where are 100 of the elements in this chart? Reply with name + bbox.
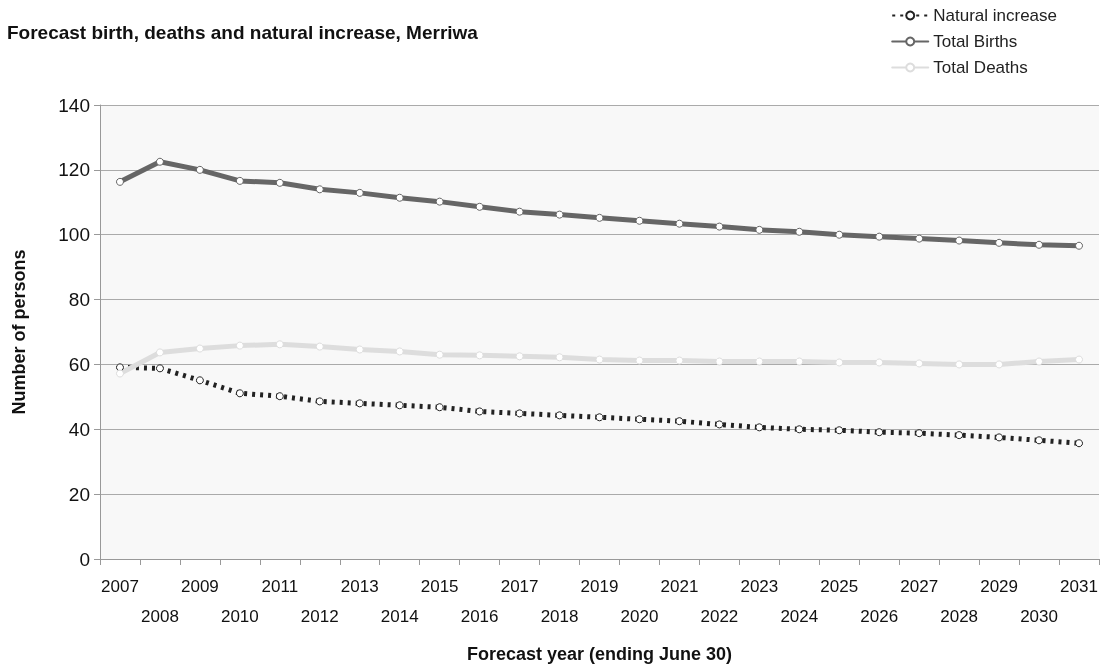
- point: [755, 357, 764, 366]
- y-tick-label: 20: [68, 483, 90, 505]
- x-tick-label: 2026: [860, 606, 899, 626]
- point: [915, 359, 924, 368]
- x-tick-label: 2011: [261, 576, 299, 596]
- y-tick-label: 0: [79, 548, 90, 570]
- x-tick-label: 2008: [141, 606, 179, 626]
- x-tick-label: 2017: [500, 576, 539, 596]
- point: [315, 185, 324, 194]
- y-tick-label: 80: [68, 289, 90, 311]
- x-tick-label: 2018: [540, 606, 579, 626]
- point: [355, 345, 364, 354]
- point: [675, 219, 684, 228]
- x-tick-label: 2012: [300, 606, 339, 626]
- x-tick-label: 2007: [101, 576, 139, 596]
- point: [515, 352, 524, 361]
- point: [475, 407, 484, 416]
- point: [995, 238, 1004, 247]
- point: [155, 348, 164, 357]
- point: [795, 425, 804, 434]
- x-tick-label: 2030: [1020, 606, 1058, 626]
- chart-title: Forecast birth, deaths and natural increase, Merriwa: [7, 22, 479, 43]
- point: [155, 157, 164, 166]
- x-tick-label: 2025: [820, 576, 859, 596]
- point: [915, 234, 924, 243]
- x-axis-title: Forecast year (ending June 30): [466, 644, 733, 664]
- point: [955, 431, 964, 440]
- point: [875, 358, 884, 367]
- x-tick-label: 2019: [580, 576, 619, 596]
- point: [435, 350, 444, 359]
- x-tick-label: 2013: [340, 576, 379, 596]
- point: [475, 351, 484, 360]
- point: [1035, 240, 1044, 249]
- point: [635, 356, 644, 365]
- x-tick-label: 2021: [660, 576, 699, 596]
- x-tick-label: 2023: [740, 576, 779, 596]
- point: [275, 392, 284, 401]
- y-tick-label: 60: [68, 353, 90, 375]
- legend-label: Total Births: [933, 32, 1018, 51]
- point: [555, 210, 564, 219]
- point: [115, 177, 124, 186]
- point: [395, 347, 404, 356]
- x-tick-label: 2014: [380, 606, 419, 626]
- x-tick-label: 2031: [1060, 576, 1098, 596]
- point: [155, 364, 164, 373]
- y-tick-label: 120: [58, 159, 90, 181]
- x-tick-label: 2024: [780, 606, 819, 626]
- point: [835, 230, 844, 239]
- point: [235, 176, 244, 185]
- point: [715, 222, 724, 231]
- point: [315, 397, 324, 406]
- point: [595, 213, 604, 222]
- y-tick-label: 140: [58, 94, 90, 116]
- point: [515, 409, 524, 418]
- x-tick-label: 2022: [700, 606, 739, 626]
- point: [195, 165, 204, 174]
- point: [715, 420, 724, 429]
- x-tick-label: 2009: [180, 576, 219, 596]
- point: [635, 415, 644, 424]
- point: [275, 178, 284, 187]
- x-tick-label: 2010: [220, 606, 259, 626]
- point: [435, 403, 444, 412]
- point: [795, 227, 804, 236]
- point: [395, 193, 404, 202]
- point: [1075, 439, 1084, 448]
- point: [555, 353, 564, 362]
- point: [1035, 436, 1044, 445]
- point: [875, 428, 884, 437]
- point: [435, 197, 444, 206]
- legend-label: Total Deaths: [933, 58, 1028, 77]
- point: [755, 225, 764, 234]
- point: [755, 423, 764, 432]
- point: [1075, 241, 1084, 250]
- x-tick-label: 2016: [460, 606, 499, 626]
- point: [835, 426, 844, 435]
- x-tick-label: 2027: [900, 576, 939, 596]
- point: [555, 411, 564, 420]
- x-tick-label: 2029: [980, 576, 1019, 596]
- point: [115, 369, 124, 378]
- x-tick-label: 2020: [620, 606, 659, 626]
- point: [675, 417, 684, 426]
- y-tick-label: 100: [58, 224, 90, 246]
- point: [475, 202, 484, 211]
- point: [955, 236, 964, 245]
- x-tick-label: 2028: [940, 606, 979, 626]
- point: [355, 399, 364, 408]
- x-tick-label: 2015: [420, 576, 459, 596]
- point: [995, 433, 1004, 442]
- point: [795, 357, 804, 366]
- y-tick-label: 40: [68, 418, 90, 440]
- point: [1075, 355, 1084, 364]
- point: [715, 357, 724, 366]
- point: [595, 413, 604, 422]
- point: [915, 429, 924, 438]
- y-axis-title: Number of persons: [9, 249, 29, 415]
- point: [675, 356, 684, 365]
- point: [835, 358, 844, 367]
- point: [595, 355, 604, 364]
- point: [275, 340, 284, 349]
- point: [635, 216, 644, 225]
